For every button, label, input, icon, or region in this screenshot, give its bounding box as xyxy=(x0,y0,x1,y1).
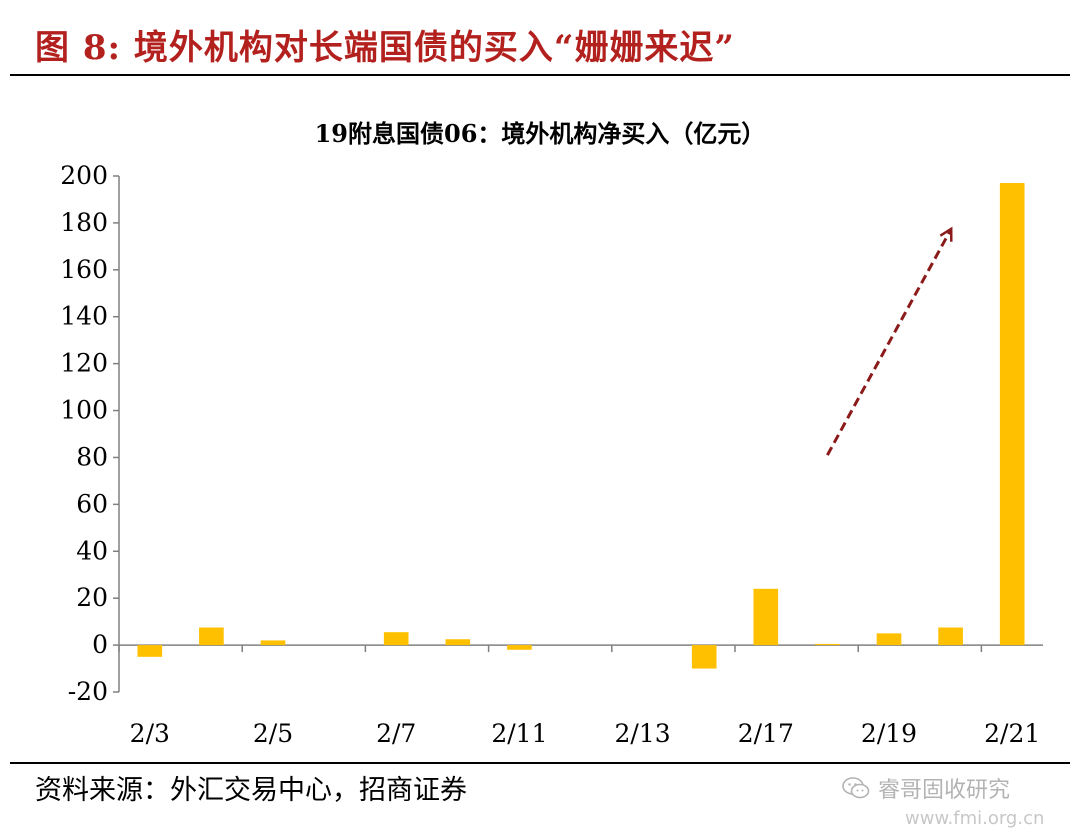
y-tick-label: 20 xyxy=(76,583,108,612)
figure-title: 图 8: 境外机构对长端国债的买入“姗姗来迟” xyxy=(35,28,735,68)
watermark: 睿哥固收研究 xyxy=(842,772,1010,804)
title-divider xyxy=(10,74,1070,76)
bar xyxy=(199,627,224,646)
y-tick-label: 160 xyxy=(60,255,108,284)
footer-divider xyxy=(10,762,1070,764)
bar xyxy=(137,645,163,657)
x-tick-label: 2/21 xyxy=(984,719,1040,748)
y-tick-label: 100 xyxy=(60,396,108,425)
y-tick-label: 200 xyxy=(60,161,108,190)
y-tick-label: 140 xyxy=(60,302,108,331)
y-tick-label: 180 xyxy=(60,208,108,237)
x-tick-label: 2/19 xyxy=(861,719,917,748)
bar xyxy=(691,645,717,669)
bar xyxy=(999,183,1025,646)
bar xyxy=(260,640,286,646)
wechat-icon xyxy=(842,777,870,799)
trend-arrow xyxy=(826,230,950,456)
y-tick-label: 0 xyxy=(92,630,108,659)
bar xyxy=(753,588,779,646)
x-tick-label: 2/17 xyxy=(738,719,794,748)
y-tick-label: -20 xyxy=(68,677,108,706)
bar xyxy=(876,633,902,646)
x-tick-label: 2/13 xyxy=(615,719,671,748)
bar xyxy=(507,645,532,650)
y-tick-label: 80 xyxy=(76,442,108,471)
x-tick-label: 2/11 xyxy=(491,719,547,748)
watermark-account: 睿哥固收研究 xyxy=(878,778,1011,803)
y-tick-label: 120 xyxy=(60,349,108,378)
chart-title: 19附息国债06：境外机构净买入（亿元） xyxy=(314,119,766,148)
x-tick-label: 2/5 xyxy=(253,719,293,748)
bar xyxy=(815,643,840,646)
x-tick-label: 2/7 xyxy=(376,719,416,748)
watermark-url: www.fmi.org.cn xyxy=(905,808,1045,829)
x-tick-label: 2/3 xyxy=(130,719,170,748)
bar xyxy=(383,632,409,646)
y-tick-label: 60 xyxy=(76,489,108,518)
y-tick-label: 40 xyxy=(76,536,108,565)
bar xyxy=(445,639,471,646)
bar xyxy=(938,627,963,646)
source-note: 资料来源：外汇交易中心，招商证券 xyxy=(35,775,467,806)
